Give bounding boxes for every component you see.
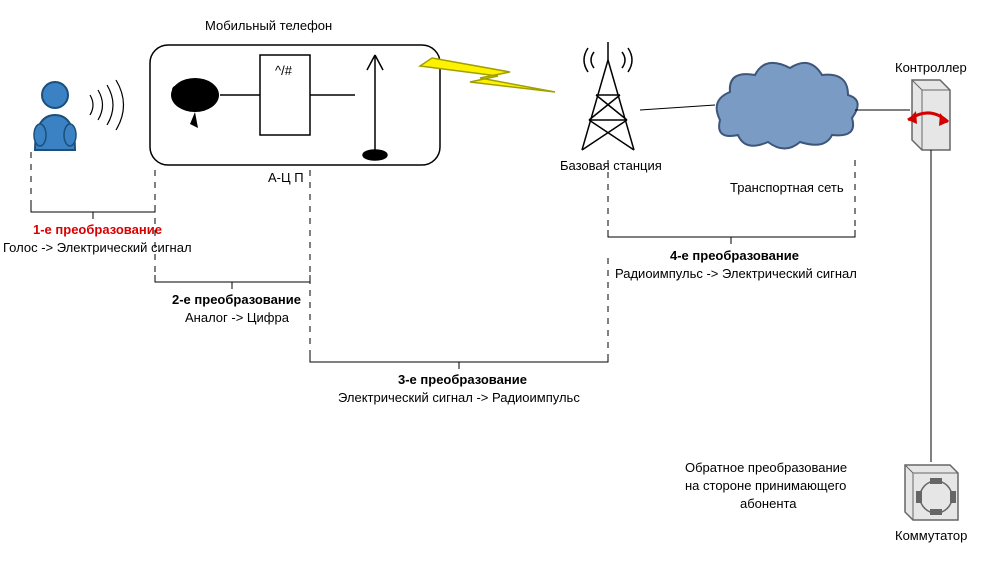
- reverse-conversion-line2: на стороне принимающего: [685, 478, 846, 493]
- controller-label: Контроллер: [895, 60, 967, 75]
- transform-3-title: 3-е преобразование: [398, 372, 527, 387]
- transform-2-title: 2-е преобразование: [172, 292, 301, 307]
- bracket-transform-3: [310, 355, 608, 369]
- switch-icon: [905, 465, 958, 520]
- base-station-icon: [582, 42, 634, 150]
- base-station-label: Базовая станция: [560, 158, 662, 173]
- controller-icon: [908, 80, 950, 150]
- reverse-conversion-line3: абонента: [740, 496, 797, 511]
- transform-2-sub: Аналог -> Цифра: [185, 310, 289, 325]
- bracket-transform-2: [155, 275, 310, 289]
- transform-4-sub: Радиоимпульс -> Электрический сигнал: [615, 266, 857, 281]
- transform-3-sub: Электрический сигнал -> Радиоимпульс: [338, 390, 580, 405]
- bracket-transform-1: [31, 205, 155, 219]
- mobile-phone-box: [150, 45, 440, 165]
- switch-label: Коммутатор: [895, 528, 967, 543]
- mobile-phone-title: Мобильный телефон: [205, 18, 332, 33]
- transform-4-title: 4-е преобразование: [670, 248, 799, 263]
- phone-antenna-icon: [363, 55, 387, 160]
- person-icon: [34, 82, 76, 150]
- transform-1-title: 1-е преобразование: [33, 222, 162, 237]
- connector-bs-cloud: [640, 105, 715, 110]
- bracket-transform-4: [608, 230, 855, 244]
- adc-symbol: ^/#: [275, 63, 292, 78]
- sound-waves-icon: [90, 80, 124, 130]
- lightning-icon: [420, 58, 555, 92]
- reverse-conversion-line1: Обратное преобразование: [685, 460, 847, 475]
- transform-1-sub: Голос -> Электрический сигнал: [3, 240, 192, 255]
- adc-label: А-Ц П: [268, 170, 304, 185]
- microphone-icon: [171, 78, 219, 128]
- transport-network-label: Транспортная сеть: [730, 180, 844, 195]
- cloud-icon: [717, 63, 858, 149]
